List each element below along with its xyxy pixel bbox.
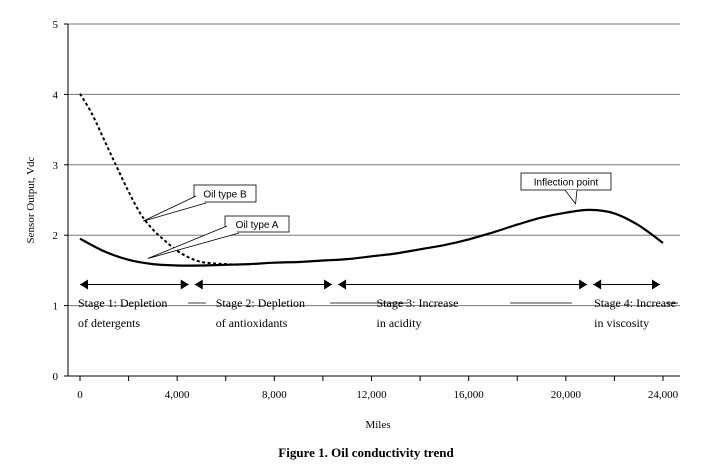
y-tick-label: 1 [53,301,59,313]
stage-label-line1: Stage 3: Increase [376,296,458,310]
callout-pointer [147,225,240,259]
x-tick-label: 20,000 [551,389,582,401]
callout-label: Oil type A [236,220,279,231]
stage-arrowhead [593,279,602,290]
stage-arrowhead [324,279,333,290]
stage-label-line2: of antioxidants [216,316,288,330]
series-lines [79,93,664,267]
y-tick-label: 2 [53,230,59,242]
y-tick-label: 3 [53,160,59,172]
stage-label-line1: Stage 1: Depletion [78,296,167,310]
stage-arrowhead [338,279,347,290]
x-axis-label: Miles [365,419,390,431]
x-tick-label: 16,000 [454,389,485,401]
y-tick-label: 4 [53,89,59,101]
stage-label-line2: in acidity [376,316,421,330]
callout-pointer [564,189,578,205]
stage-arrowhead [80,279,88,290]
gridlines [68,23,680,307]
y-tick-label: 0 [53,371,59,383]
x-tick-label: 8,000 [262,389,287,401]
series-line-oil-type-a [79,208,664,267]
callout-label: Inflection point [534,178,599,189]
callout-pointer [142,195,207,222]
figure-caption: Figure 1. Oil conductivity trend [278,445,454,460]
x-tick-label: 12,000 [356,389,387,401]
plot-area [68,24,680,376]
stage-arrowhead [652,279,660,290]
x-tick-label: 0 [77,389,83,401]
stage-label-line2: of detergents [78,316,140,330]
callout-box [224,215,290,233]
x-tick-label: 24,000 [648,389,679,401]
stage-label-line1: Stage 4: Increase [594,296,676,310]
stage-label-line2: in viscosity [594,316,649,330]
y-axis-label: Sensor Output, Vdc [25,156,37,243]
stage-arrowhead [180,279,189,290]
x-tick-label: 4,000 [165,389,190,401]
callout-box [193,184,257,203]
y-tick-label: 5 [53,19,59,31]
y-ticks: 0 1 2 3 4 5 [53,19,68,383]
stage-arrowhead [194,279,203,290]
stage-label-line1: Stage 2: Depletion [216,296,305,310]
callout-label: Oil type B [203,190,247,201]
stage-arrowhead [579,279,588,290]
callouts: Oil type B Oil type A Inflection point [142,172,612,259]
stage-markers: Stage 1: Depletion of detergents Stage 2: … [78,279,678,330]
x-ticks: 0 4,000 8,000 12,000 16,000 20,000 24,000 [77,376,679,401]
